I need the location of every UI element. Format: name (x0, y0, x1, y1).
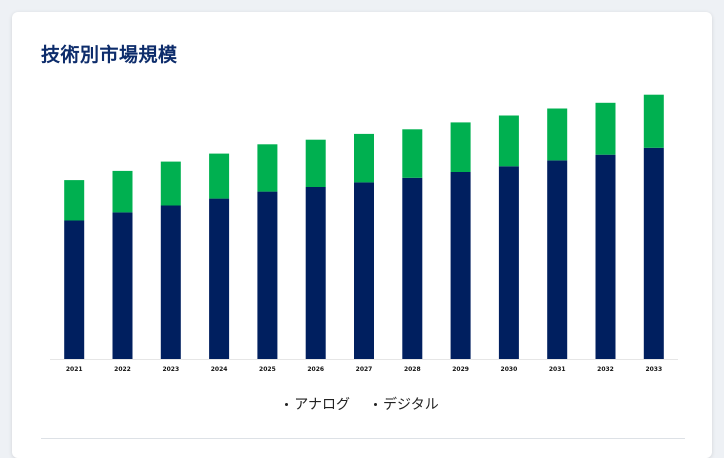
x-tick-label: 2025 (259, 366, 276, 373)
stacked-bar-chart: 2021 2022 2023 2024 2025 2026 2027 2028 2029 2030… (50, 94, 678, 373)
x-tick-label: 2021 (66, 366, 83, 373)
bar-analog-2030[interactable] (498, 166, 519, 359)
market-size-card: 技術別市場規模 2021 2022 2023 2024 2025 2026 2027 2028… (12, 12, 712, 458)
x-tick-label: 2026 (307, 366, 324, 373)
bar-analog-2028[interactable] (402, 177, 423, 359)
x-tick-label: 2029 (452, 366, 469, 373)
bar-digital-2026[interactable] (305, 139, 326, 187)
bar-analog-2023[interactable] (160, 205, 181, 360)
legend-label-analog: アナログ (294, 397, 350, 413)
bar-analog-2024[interactable] (209, 198, 230, 359)
bar-digital-2032[interactable] (595, 102, 616, 155)
bar-digital-2028[interactable] (402, 129, 423, 178)
bar-analog-2029[interactable] (450, 172, 471, 359)
bar-analog-2026[interactable] (305, 187, 326, 359)
x-tick-label: 2024 (211, 366, 228, 373)
bar-digital-2024[interactable] (209, 153, 230, 199)
bar-digital-2025[interactable] (257, 144, 278, 192)
x-tick-label: 2027 (356, 366, 373, 373)
chart-legend: アナログ デジタル (12, 394, 712, 414)
x-tick-label: 2033 (645, 366, 662, 373)
legend-label-digital: デジタル (383, 397, 439, 413)
legend-item-digital[interactable]: デジタル (374, 394, 439, 414)
chart-title: 技術別市場規模 (41, 44, 178, 66)
bar-digital-2021[interactable] (64, 180, 85, 221)
x-tick-label: 2032 (597, 366, 614, 373)
bar-analog-2027[interactable] (354, 182, 374, 359)
x-tick-label: 2030 (501, 366, 518, 373)
bar-analog-2021[interactable] (64, 220, 85, 360)
bar-analog-2032[interactable] (595, 154, 616, 359)
bar-analog-2022[interactable] (112, 212, 133, 359)
bar-analog-2031[interactable] (547, 160, 568, 360)
bar-digital-2027[interactable] (354, 133, 374, 183)
bar-digital-2029[interactable] (450, 122, 471, 172)
x-tick-label: 2022 (114, 366, 131, 373)
bar-analog-2025[interactable] (257, 191, 278, 359)
card-divider (41, 438, 685, 439)
x-tick-label: 2031 (549, 366, 566, 373)
legend-bullet-icon (285, 402, 289, 406)
x-tick-label: 2023 (162, 366, 179, 373)
bar-digital-2031[interactable] (547, 108, 568, 161)
bar-digital-2022[interactable] (112, 170, 133, 213)
legend-bullet-icon (374, 402, 377, 406)
x-tick-label: 2028 (404, 366, 421, 373)
legend-item-analog[interactable]: アナログ (285, 394, 350, 414)
bar-digital-2023[interactable] (160, 161, 181, 206)
bar-digital-2033[interactable] (643, 94, 664, 148)
bar-digital-2030[interactable] (498, 115, 519, 167)
bar-analog-2033[interactable] (643, 147, 664, 359)
